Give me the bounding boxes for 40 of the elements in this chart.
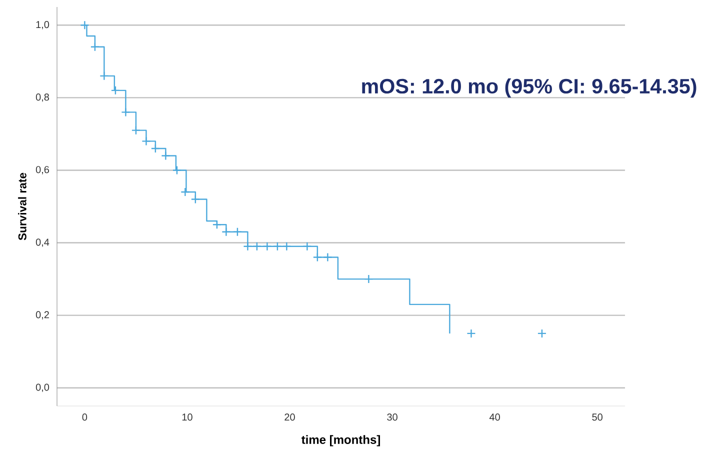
point — [323, 252, 332, 262]
x-axis-title: time [months] — [301, 435, 380, 446]
point — [121, 108, 130, 117]
point — [302, 242, 312, 251]
point — [466, 328, 476, 338]
y-tick-label: 0,2 — [36, 311, 49, 320]
point — [180, 187, 190, 197]
y-tick-label: 0,6 — [36, 166, 50, 174]
point — [537, 328, 547, 338]
x-tick-label: 40 — [489, 414, 500, 421]
point — [312, 252, 322, 262]
point — [190, 194, 200, 204]
y-tick-label: 1,0 — [36, 21, 50, 30]
point — [150, 144, 160, 154]
y-tick-label: 0,4 — [36, 238, 50, 247]
point — [142, 136, 151, 146]
point — [232, 227, 242, 236]
point — [80, 20, 90, 30]
y-axis-title: Survival rate — [18, 172, 26, 240]
point — [100, 71, 109, 81]
point — [282, 242, 292, 251]
x-tick-label: 50 — [592, 414, 602, 421]
point — [243, 242, 252, 251]
point — [90, 42, 100, 52]
y-tick-label: 0,0 — [36, 384, 50, 392]
x-tick-label: 20 — [284, 414, 295, 421]
y-tick-label: 0,8 — [36, 94, 50, 102]
point — [172, 166, 182, 175]
point — [110, 86, 120, 96]
point — [131, 126, 141, 135]
point — [212, 220, 222, 230]
x-tick-label: 0 — [82, 414, 88, 421]
annotation: mOS: 12.0 mo (95% CI: 9.65-14.35) — [362, 78, 696, 98]
point — [252, 242, 262, 251]
point — [272, 242, 282, 251]
point — [262, 242, 272, 251]
point — [222, 227, 231, 236]
point — [161, 151, 170, 160]
x-tick-label: 30 — [387, 414, 398, 421]
x-tick-label: 10 — [182, 414, 192, 421]
